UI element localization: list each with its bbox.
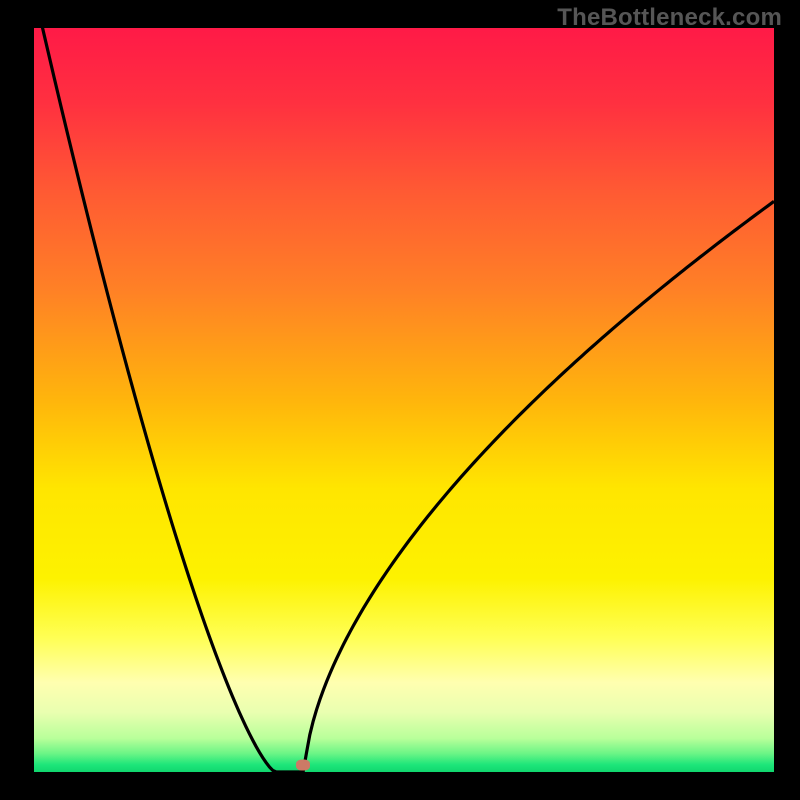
watermark-text: TheBottleneck.com	[557, 4, 782, 32]
curve-path	[34, 28, 774, 772]
bottleneck-curve	[34, 28, 774, 772]
optimum-marker	[296, 760, 310, 771]
plot-frame	[34, 28, 774, 772]
plot-area	[34, 28, 774, 772]
